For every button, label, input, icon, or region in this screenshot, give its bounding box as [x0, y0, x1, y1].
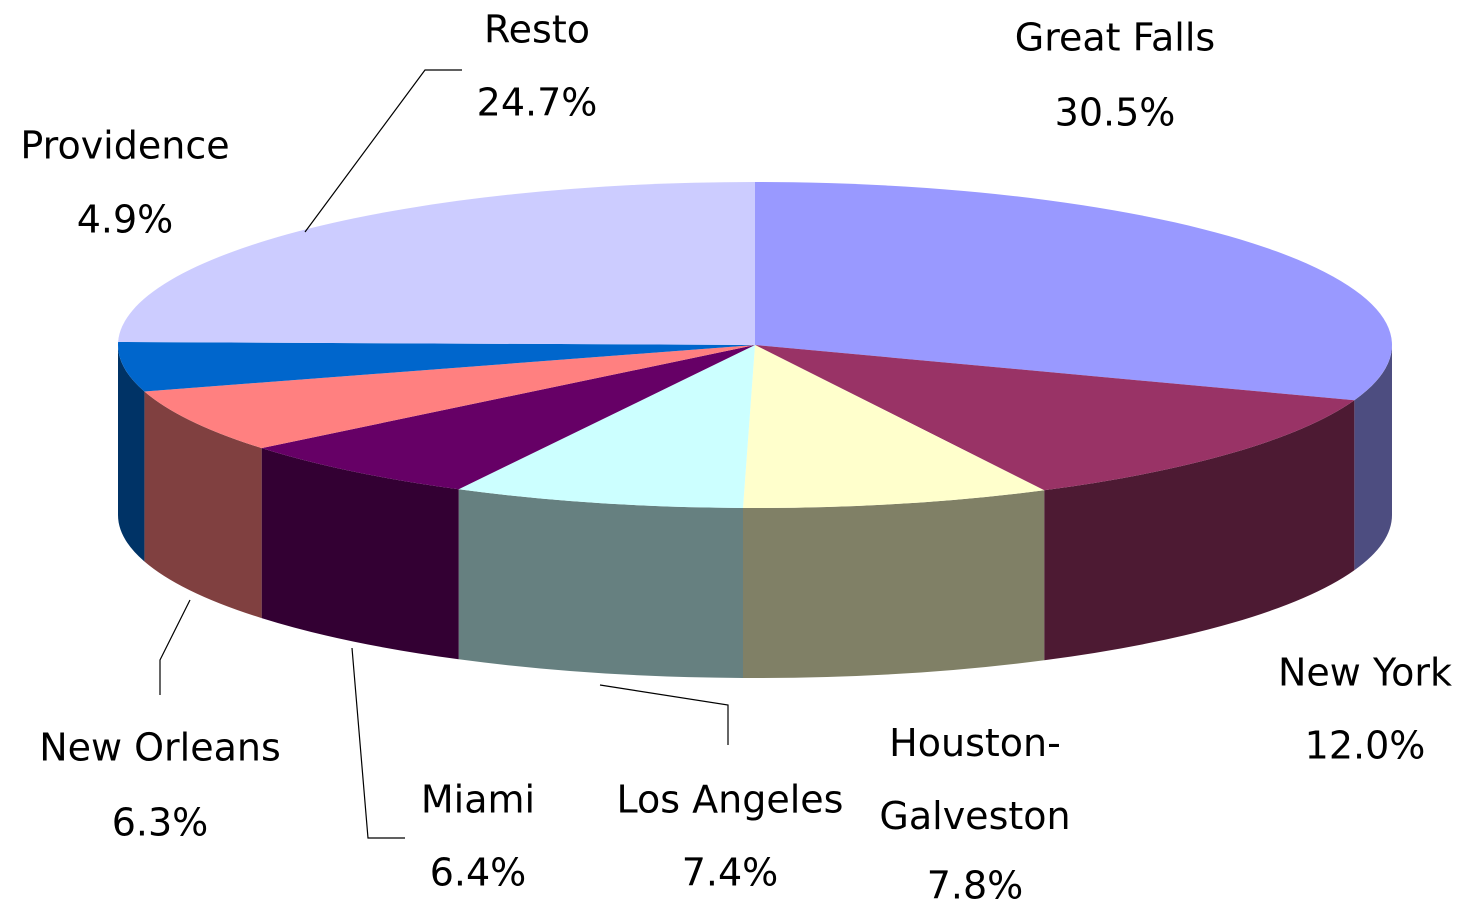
pie-slice: [742, 345, 1045, 508]
slice-label: Houston-Galveston: [879, 721, 1070, 838]
slice-value-label: 4.9%: [77, 198, 174, 242]
slice-label: Great Falls: [1015, 16, 1215, 60]
slice-value-label: 24.7%: [477, 81, 598, 125]
slice-value-label: 30.5%: [1055, 91, 1176, 135]
pie-side: [261, 448, 459, 660]
pie-side: [458, 489, 743, 678]
slice-label: Los Angeles: [617, 778, 844, 822]
pie-slice: [458, 345, 755, 508]
labels: Great Falls 30.5% New York 12.0% Houston-Gal…: [20, 8, 1452, 908]
pie-slice: [144, 345, 755, 449]
pie-side: [1354, 345, 1392, 571]
slice-label: New York: [1278, 651, 1452, 695]
leader-line: [159, 599, 191, 695]
leader-line: [599, 684, 729, 745]
slice-value-label: 6.4%: [430, 851, 527, 895]
leader-line: [351, 647, 405, 839]
slice-value-label: 7.8%: [927, 864, 1024, 908]
slice-value-label: 6.3%: [112, 801, 209, 845]
pie-side: [1044, 400, 1355, 661]
pie-slice: [755, 182, 1392, 401]
slice-value-label: 12.0%: [1305, 724, 1426, 768]
leader-lines: [159, 69, 729, 839]
pie-side: [118, 345, 145, 562]
leader-line: [304, 69, 462, 233]
pie-slice: [261, 345, 755, 490]
pie-side: [144, 391, 262, 619]
pie-slice: [755, 345, 1355, 491]
pie-slice: [118, 341, 755, 392]
slice-label: Miami: [421, 778, 535, 822]
pie-tops: [118, 182, 1392, 508]
pie-slice: [118, 182, 755, 345]
slice-label: Providence: [20, 124, 229, 168]
slice-value-label: 7.4%: [682, 851, 779, 895]
slice-label: Resto: [484, 8, 590, 52]
pie-sides: [118, 345, 1392, 678]
pie-side: [742, 490, 1045, 678]
slice-label: New Orleans: [39, 726, 281, 770]
